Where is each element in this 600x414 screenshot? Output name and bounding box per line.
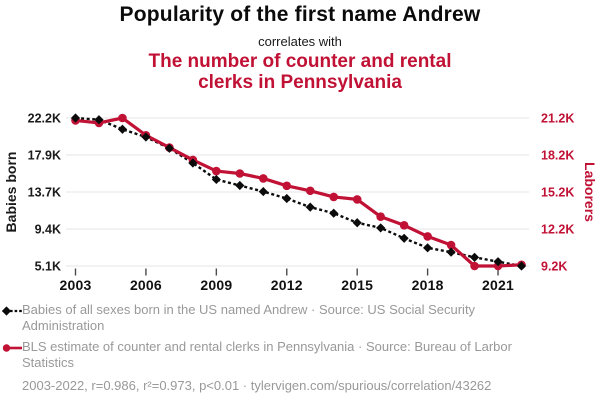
left-axis-title: Babies born xyxy=(3,152,19,233)
left-axis-tick-label: 9.4K xyxy=(35,223,61,237)
data-point-circle xyxy=(329,192,339,202)
data-point-circle xyxy=(423,232,432,241)
red-circle-solid-icon xyxy=(2,344,22,352)
data-point-diamond xyxy=(516,261,527,271)
left-axis-tick-label: 5.1K xyxy=(35,260,61,274)
x-axis-year-label: 2021 xyxy=(482,277,514,293)
data-point-circle xyxy=(376,212,385,221)
right-axis-tick-label: 12.2K xyxy=(541,223,574,237)
data-point-diamond xyxy=(352,218,362,228)
data-point-diamond xyxy=(329,208,339,218)
legend-label-babies: Babies of all sexes born in the US named… xyxy=(22,302,476,333)
data-point-circle xyxy=(258,174,268,183)
data-point-diamond xyxy=(305,202,315,212)
left-axis-tick-label: 13.7K xyxy=(28,186,61,200)
data-point-diamond xyxy=(164,143,174,153)
data-point-circle xyxy=(235,169,245,178)
data-point-diamond xyxy=(469,252,480,262)
legend-label-clerks: BLS estimate of counter and rental clerk… xyxy=(22,339,512,370)
data-point-circle xyxy=(282,181,292,191)
legend: Babies of all sexes born in the US named… xyxy=(2,302,574,370)
data-point-diamond xyxy=(188,158,198,168)
stats-and-source-line: 2003-2022, r=0.986, r²=0.973, p<0.01 · t… xyxy=(22,378,492,393)
x-axis-year-label: 2003 xyxy=(60,277,92,293)
x-axis-year-label: 2009 xyxy=(200,277,232,293)
data-point-circle xyxy=(118,113,127,123)
data-point-diamond xyxy=(399,233,409,243)
data-point-diamond xyxy=(235,180,245,191)
correlates-with-text: correlates with xyxy=(258,34,342,49)
series-line-babies xyxy=(75,116,522,268)
x-axis-year-label: 2018 xyxy=(412,277,444,293)
legend-item-babies: Babies of all sexes born in the US named… xyxy=(2,302,574,333)
data-point-circle xyxy=(399,221,409,230)
right-axis-title: Laborers xyxy=(582,162,598,222)
right-axis-tick-label: 15.2K xyxy=(541,186,574,200)
data-point-diamond xyxy=(117,124,128,134)
data-point-diamond xyxy=(282,193,292,204)
data-point-diamond xyxy=(493,257,503,267)
data-point-circle xyxy=(446,240,456,250)
left-axis-tick-label: 17.9K xyxy=(28,149,61,163)
data-point-diamond xyxy=(94,115,104,125)
legend-item-clerks: BLS estimate of counter and rental clerk… xyxy=(2,339,574,370)
chart-subtitle: The number of counter and rental clerks … xyxy=(148,51,452,93)
correlation-line-chart: 22.2K 21.2K 17.9K 18.2K 13.7K 15.2K 9.4K 12.2K 5… xyxy=(3,112,598,294)
right-axis-tick-label: 9.2K xyxy=(541,260,567,274)
left-axis-tick-label: 22.2K xyxy=(28,112,61,126)
data-point-circle xyxy=(352,195,362,204)
data-point-diamond xyxy=(70,113,81,123)
data-point-diamond xyxy=(423,243,433,253)
x-axis-year-label: 2012 xyxy=(271,277,303,293)
black-diamond-dashed-icon xyxy=(2,306,22,316)
x-axis-year-label: 2006 xyxy=(130,277,162,293)
data-point-diamond xyxy=(258,186,268,197)
data-point-circle xyxy=(470,261,479,271)
data-point-circle xyxy=(305,186,315,196)
right-axis-tick-label: 18.2K xyxy=(541,149,574,163)
data-point-diamond xyxy=(141,132,151,142)
x-axis-year-label: 2015 xyxy=(341,277,373,293)
data-point-diamond xyxy=(211,174,221,185)
data-point-circle xyxy=(212,166,221,176)
data-point-diamond xyxy=(446,247,456,257)
right-axis-tick-label: 21.2K xyxy=(541,112,574,126)
data-point-diamond xyxy=(376,223,386,233)
chart-title: Popularity of the first name Andrew xyxy=(119,3,481,26)
